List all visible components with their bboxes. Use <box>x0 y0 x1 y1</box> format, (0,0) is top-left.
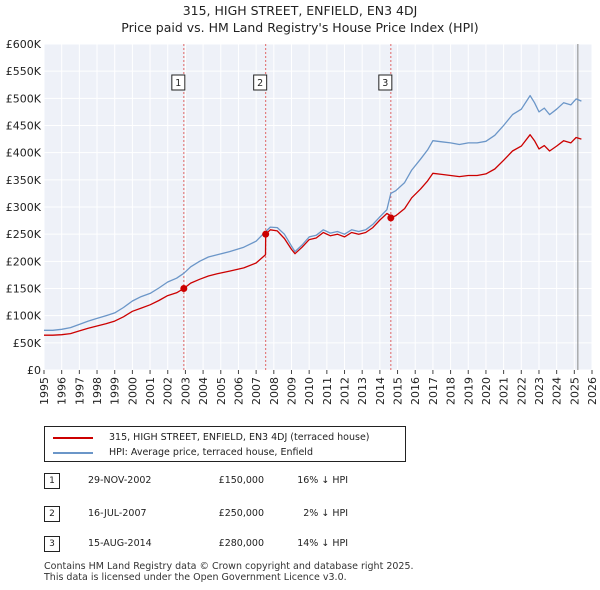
y-tick-label: £250K <box>6 228 42 241</box>
sale-date: 29-NOV-2002 <box>88 475 152 486</box>
x-tick-label: 2003 <box>179 377 192 405</box>
x-tick-label: 2008 <box>268 377 281 405</box>
sale-date: 16-JUL-2007 <box>88 508 147 519</box>
property-price-line <box>44 134 582 336</box>
x-tick-label: 1999 <box>109 377 122 405</box>
x-tick-label: 2019 <box>462 377 475 405</box>
legend-label-hpi: HPI: Average price, terraced house, Enfi… <box>109 447 313 458</box>
y-tick-label: £200K <box>6 255 42 268</box>
x-tick-label: 2015 <box>392 377 405 405</box>
y-tick-label: £300K <box>6 201 42 214</box>
legend: 315, HIGH STREET, ENFIELD, EN3 4DJ (terr… <box>44 426 406 462</box>
chart-subtitle: Price paid vs. HM Land Registry's House … <box>121 20 479 35</box>
y-tick-label: £50K <box>13 337 42 350</box>
legend-label-property: 315, HIGH STREET, ENFIELD, EN3 4DJ (terr… <box>109 432 370 443</box>
hpi-line <box>44 94 582 331</box>
sale-label: 1 <box>175 78 181 89</box>
x-tick-label: 2022 <box>515 377 528 405</box>
x-tick-label: 2007 <box>250 377 263 405</box>
sale-hpi-diff: 2% ↓ HPI <box>303 508 348 519</box>
x-tick-label: 2006 <box>232 377 245 405</box>
y-tick-label: £550K <box>6 65 42 78</box>
y-tick-label: £600K <box>6 38 42 51</box>
footer: Contains HM Land Registry data © Crown c… <box>44 561 414 583</box>
sale-number: 2 <box>44 506 60 522</box>
footer-licence: This data is licensed under the Open Gov… <box>44 572 347 583</box>
x-tick-label: 2005 <box>215 377 228 405</box>
sale-label-box <box>253 74 268 91</box>
y-tick-label: £0 <box>27 364 41 377</box>
x-tick-label: 2009 <box>285 377 298 405</box>
x-tick-label: 1997 <box>73 377 86 405</box>
y-tick-label: £100K <box>6 310 42 323</box>
x-tick-label: 2011 <box>321 377 334 405</box>
sale-label-box <box>378 74 393 91</box>
y-tick-label: £150K <box>6 283 42 296</box>
x-tick-label: 2004 <box>197 377 210 405</box>
footer-copyright: Contains HM Land Registry data © Crown c… <box>44 561 414 572</box>
sale-date: 15-AUG-2014 <box>88 538 152 549</box>
x-tick-label: 2020 <box>480 377 493 405</box>
x-tick-label: 1998 <box>91 377 104 405</box>
sale-point <box>387 214 395 222</box>
sale-number: 3 <box>44 536 60 552</box>
x-tick-label: 2012 <box>339 377 352 405</box>
sale-point <box>262 230 270 238</box>
x-tick-label: 2017 <box>427 377 440 405</box>
sale-row: 2 16-JUL-2007 £250,000 2% ↓ HPI <box>44 506 564 524</box>
chart-title: 315, HIGH STREET, ENFIELD, EN3 4DJ <box>182 3 418 18</box>
x-tick-label: 2021 <box>498 377 511 405</box>
x-tick-label: 2018 <box>445 377 458 405</box>
sale-row: 1 29-NOV-2002 £150,000 16% ↓ HPI <box>44 473 564 491</box>
x-tick-label: 2016 <box>409 377 422 405</box>
y-tick-label: £400K <box>6 147 42 160</box>
sale-label: 3 <box>382 78 388 89</box>
y-tick-label: £350K <box>6 174 42 187</box>
x-tick-label: 2014 <box>374 377 387 405</box>
legend-swatch-hpi <box>53 452 93 454</box>
x-tick-label: 2001 <box>144 377 157 405</box>
x-tick-label: 2000 <box>126 377 139 405</box>
x-tick-label: 2026 <box>586 377 599 405</box>
x-tick-label: 1996 <box>56 377 69 405</box>
sale-hpi-diff: 16% ↓ HPI <box>297 475 348 486</box>
sale-price: £150,000 <box>218 475 264 486</box>
x-tick-label: 2013 <box>356 377 369 405</box>
price-chart: £0 £50K £100K £150K £200K £250K £300K £350K £400… <box>6 38 599 405</box>
sale-row: 3 15-AUG-2014 £280,000 14% ↓ HPI <box>44 536 564 554</box>
sale-hpi-diff: 14% ↓ HPI <box>297 538 348 549</box>
sale-label: 2 <box>257 78 263 89</box>
x-tick-label: 2025 <box>568 377 581 405</box>
sale-price: £250,000 <box>218 508 264 519</box>
x-tick-label: 2023 <box>533 377 546 405</box>
sale-price: £280,000 <box>218 538 264 549</box>
y-tick-label: £500K <box>6 92 42 105</box>
x-tick-label: 1995 <box>38 377 51 405</box>
y-tick-label: £450K <box>6 120 42 133</box>
legend-swatch-property <box>53 437 93 439</box>
x-tick-label: 2002 <box>162 377 175 405</box>
x-tick-label: 2024 <box>551 377 564 405</box>
sale-point <box>180 285 188 292</box>
sale-label-box <box>171 74 186 91</box>
x-tick-label: 2010 <box>303 377 316 405</box>
sale-number: 1 <box>44 473 60 489</box>
